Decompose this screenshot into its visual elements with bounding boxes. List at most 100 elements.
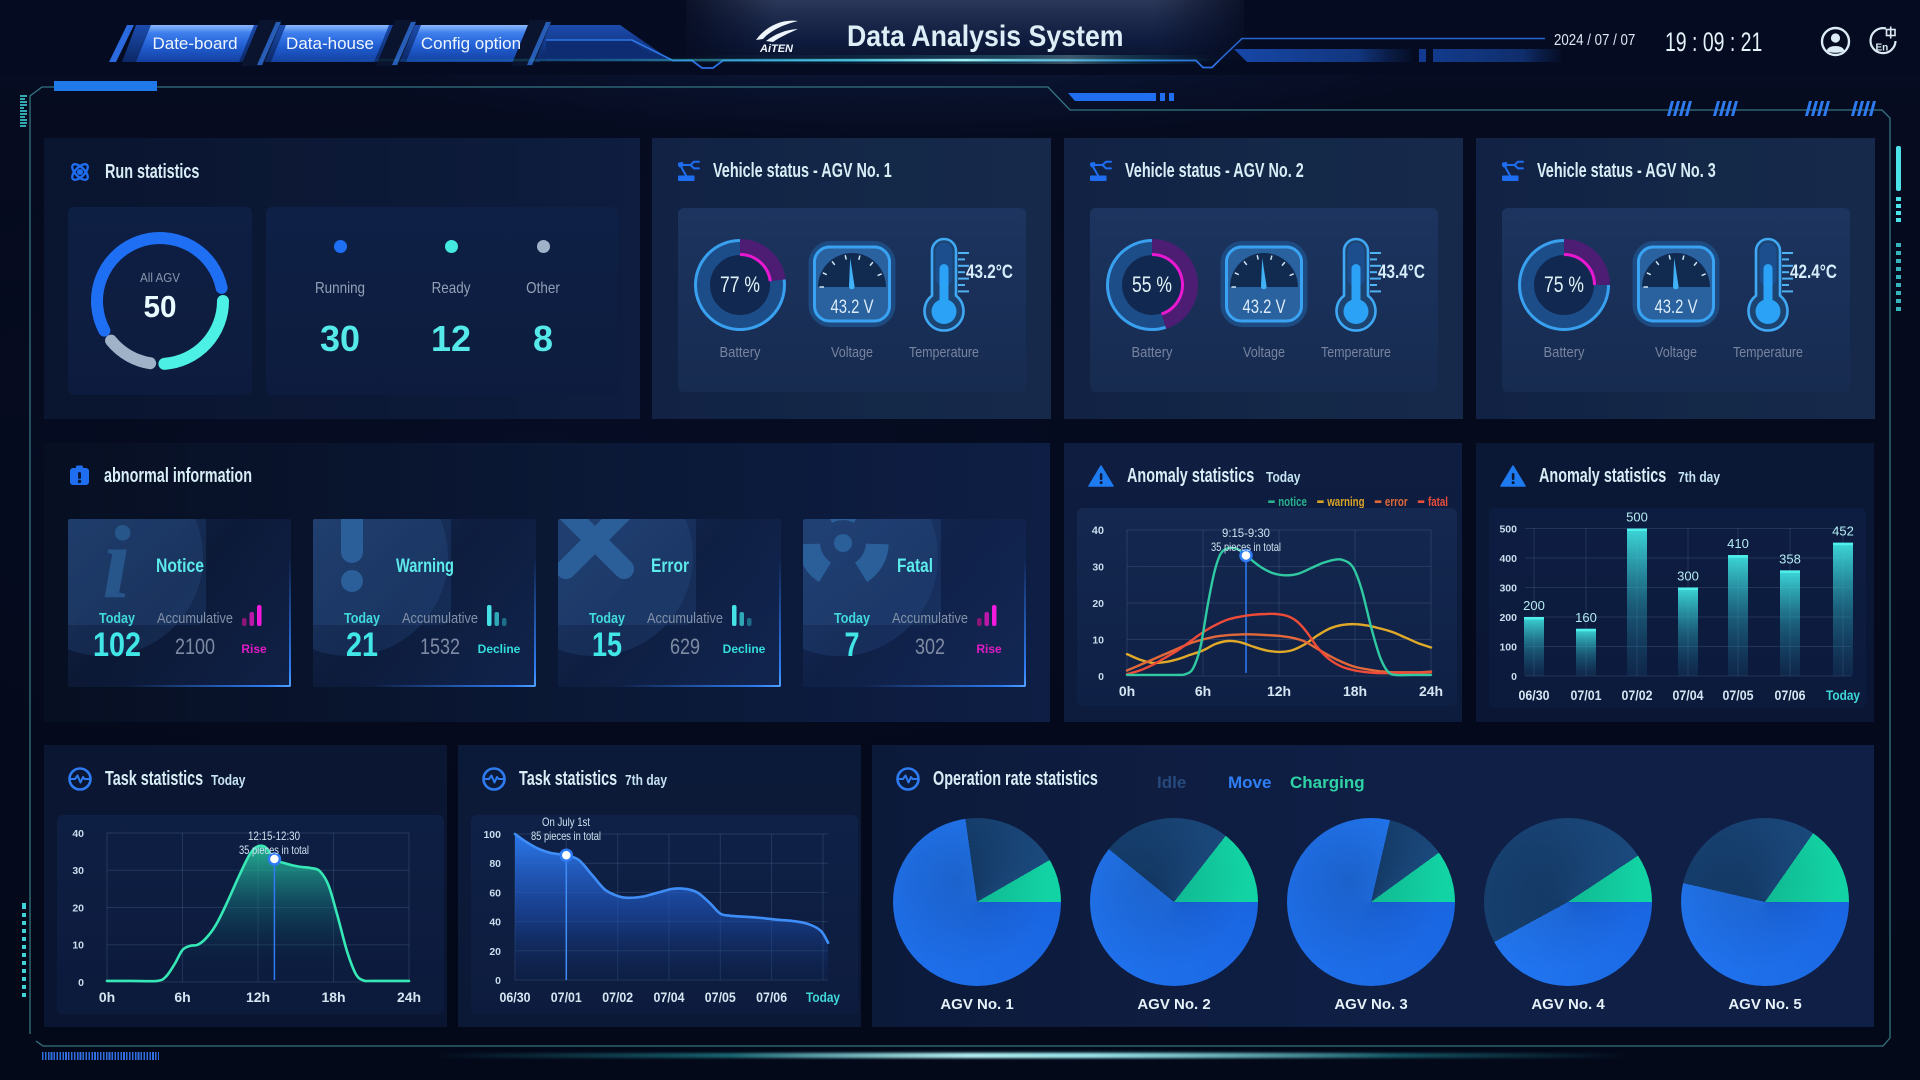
svg-text:100: 100 [483, 829, 501, 841]
svg-text:60: 60 [489, 887, 501, 899]
svg-text:43.2 V: 43.2 V [831, 297, 874, 318]
svg-text:Accumulative: Accumulative [647, 610, 723, 627]
svg-text:6h: 6h [174, 989, 190, 1005]
svg-text:18h: 18h [1343, 683, 1367, 699]
svg-text:24h: 24h [1419, 683, 1443, 699]
svg-text:07/06: 07/06 [1775, 687, 1806, 703]
svg-text:Rise: Rise [241, 642, 267, 656]
svg-text:06/30: 06/30 [500, 989, 531, 1005]
svg-text:07/04: 07/04 [1673, 687, 1704, 703]
svg-text:20: 20 [1092, 598, 1104, 610]
svg-text:160: 160 [1575, 610, 1597, 625]
svg-text:Accumulative: Accumulative [402, 610, 478, 627]
svg-text:Accumulative: Accumulative [157, 610, 233, 627]
svg-text:Error: Error [651, 556, 689, 577]
svg-text:Voltage: Voltage [1243, 344, 1285, 361]
svg-text:400: 400 [1499, 553, 1517, 565]
svg-text:Warning: Warning [396, 556, 454, 577]
svg-text:Decline: Decline [723, 642, 766, 656]
svg-text:Today: Today [99, 610, 136, 627]
svg-text:43.4°C: 43.4°C [1378, 262, 1425, 283]
svg-text:0h: 0h [1119, 683, 1135, 699]
svg-text:Battery: Battery [720, 344, 761, 361]
svg-text:30: 30 [1092, 562, 1104, 574]
svg-text:9:15-9:30: 9:15-9:30 [1222, 526, 1270, 540]
svg-text:10: 10 [1092, 635, 1104, 647]
svg-text:43.2 V: 43.2 V [1243, 297, 1286, 318]
svg-text:40: 40 [72, 828, 84, 840]
svg-text:All AGV: All AGV [140, 270, 180, 285]
svg-text:300: 300 [1499, 583, 1517, 595]
svg-text:452: 452 [1832, 524, 1854, 539]
svg-text:7: 7 [845, 626, 860, 664]
svg-text:102: 102 [93, 626, 141, 664]
svg-text:2100: 2100 [175, 634, 215, 659]
svg-text:85 pieces in total: 85 pieces in total [531, 829, 601, 843]
svg-text:Today: Today [589, 610, 626, 627]
svg-text:42.4°C: 42.4°C [1790, 262, 1837, 283]
svg-text:Temperature: Temperature [1733, 344, 1803, 361]
svg-text:Fatal: Fatal [897, 556, 933, 577]
svg-text:15: 15 [592, 626, 622, 664]
svg-text:12:15-12:30: 12:15-12:30 [248, 829, 300, 843]
svg-text:0: 0 [78, 977, 84, 989]
svg-text:0: 0 [1511, 671, 1517, 683]
svg-text:07/05: 07/05 [1723, 687, 1754, 703]
svg-text:20: 20 [489, 946, 501, 958]
svg-text:24h: 24h [397, 989, 421, 1005]
svg-text:20: 20 [72, 903, 84, 915]
svg-text:43.2 V: 43.2 V [1655, 297, 1698, 318]
svg-text:55 %: 55 % [1132, 272, 1172, 297]
svg-text:Today: Today [806, 989, 840, 1005]
svg-text:75 %: 75 % [1544, 272, 1584, 297]
svg-text:200: 200 [1499, 612, 1517, 624]
svg-text:6h: 6h [1195, 683, 1211, 699]
svg-text:07/04: 07/04 [654, 989, 685, 1005]
svg-text:Voltage: Voltage [1655, 344, 1697, 361]
svg-text:07/01: 07/01 [1571, 687, 1602, 703]
svg-text:Notice: Notice [156, 556, 204, 577]
svg-text:06/30: 06/30 [1519, 687, 1550, 703]
svg-text:358: 358 [1779, 551, 1801, 566]
svg-text:AiTEN: AiTEN [759, 43, 794, 55]
svg-text:En: En [1876, 43, 1889, 54]
svg-text:629: 629 [670, 634, 700, 659]
svg-text:1532: 1532 [420, 634, 460, 659]
svg-text:Decline: Decline [478, 642, 521, 656]
svg-text:Today: Today [834, 610, 871, 627]
svg-text:07/05: 07/05 [705, 989, 736, 1005]
svg-text:Accumulative: Accumulative [892, 610, 968, 627]
svg-text:0h: 0h [99, 989, 115, 1005]
svg-text:100: 100 [1499, 642, 1517, 654]
svg-text:43.2°C: 43.2°C [966, 262, 1013, 283]
svg-text:Battery: Battery [1544, 344, 1585, 361]
svg-text:50: 50 [144, 289, 177, 324]
svg-text:30: 30 [72, 865, 84, 877]
svg-text:Rise: Rise [976, 642, 1002, 656]
svg-text:On July 1st: On July 1st [542, 815, 591, 829]
svg-text:Temperature: Temperature [909, 344, 979, 361]
svg-text:35 pieces in total: 35 pieces in total [1211, 540, 1281, 554]
svg-text:410: 410 [1727, 536, 1749, 551]
svg-text:07/06: 07/06 [756, 989, 787, 1005]
svg-text:200: 200 [1523, 598, 1545, 613]
svg-text:Battery: Battery [1132, 344, 1173, 361]
svg-text:07/02: 07/02 [1622, 687, 1653, 703]
svg-text:12h: 12h [246, 989, 270, 1005]
svg-text:302: 302 [915, 634, 945, 659]
svg-text:80: 80 [489, 858, 501, 870]
svg-text:77 %: 77 % [720, 272, 760, 297]
svg-text:Voltage: Voltage [831, 344, 873, 361]
svg-text:i: i [102, 519, 131, 620]
svg-text:Temperature: Temperature [1321, 344, 1391, 361]
svg-text:10: 10 [72, 940, 84, 952]
svg-text:07/01: 07/01 [551, 989, 582, 1005]
svg-text:07/02: 07/02 [602, 989, 633, 1005]
svg-text:Today: Today [1826, 687, 1860, 703]
svg-text:21: 21 [346, 626, 378, 664]
svg-text:18h: 18h [321, 989, 345, 1005]
svg-text:12h: 12h [1267, 683, 1291, 699]
svg-text:40: 40 [489, 917, 501, 929]
svg-text:35 pieces in total: 35 pieces in total [239, 843, 309, 857]
svg-text:0: 0 [495, 975, 501, 987]
